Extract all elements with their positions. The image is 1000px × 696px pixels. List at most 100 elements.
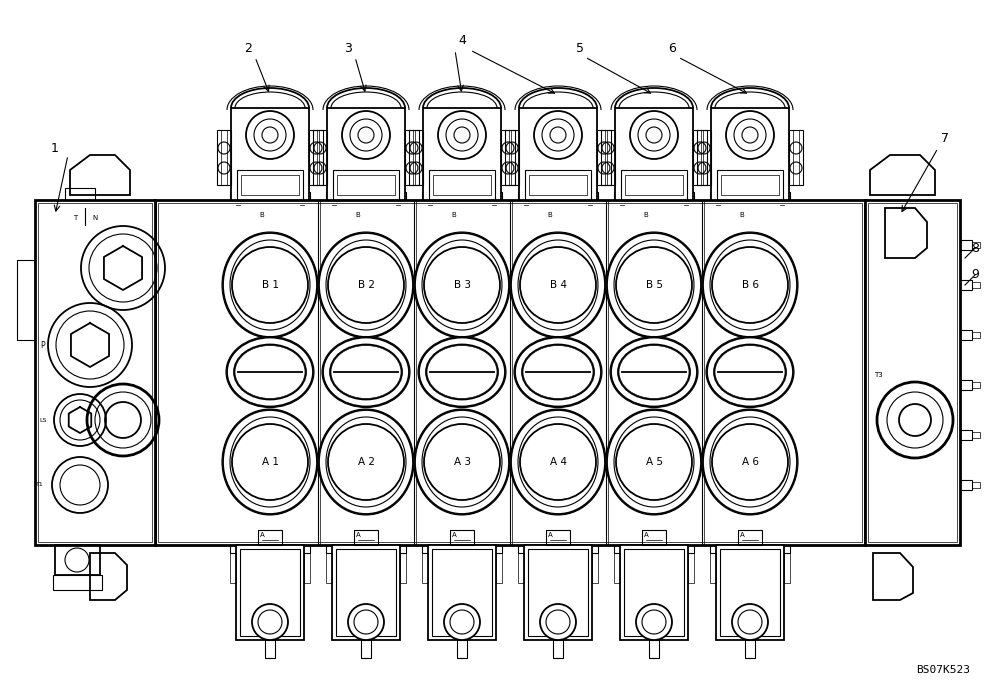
Circle shape [342, 111, 390, 159]
Ellipse shape [514, 336, 602, 407]
Bar [457, 640, 467, 658]
Bar [716, 545, 784, 640]
Bar [601, 130, 615, 185]
Bar [422, 192, 502, 200]
Circle shape [520, 247, 596, 323]
Bar [400, 553, 406, 583]
Text: 9: 9 [971, 269, 979, 281]
Circle shape [630, 111, 678, 159]
Text: 7: 7 [941, 132, 949, 145]
Text: B 2: B 2 [358, 280, 374, 290]
Bar [528, 549, 588, 636]
Bar [333, 170, 399, 200]
Bar [625, 175, 683, 195]
Bar [960, 240, 972, 250]
Bar [336, 549, 396, 636]
Circle shape [424, 424, 500, 500]
Ellipse shape [522, 345, 594, 400]
Ellipse shape [510, 409, 606, 515]
Ellipse shape [606, 409, 702, 515]
Circle shape [712, 247, 788, 323]
Bar [221, 130, 227, 185]
Text: 2: 2 [244, 42, 252, 54]
Bar [258, 530, 282, 545]
Bar [35, 200, 155, 545]
Bar [642, 530, 666, 545]
Bar [620, 545, 688, 640]
Bar [240, 549, 300, 636]
Bar [597, 130, 611, 185]
Bar [505, 130, 511, 185]
Bar [519, 108, 597, 200]
Text: A 2: A 2 [358, 457, 374, 467]
Ellipse shape [330, 345, 402, 400]
Text: A: A [260, 532, 264, 538]
Ellipse shape [714, 345, 786, 400]
Bar [649, 640, 659, 658]
Bar [960, 380, 972, 390]
Bar [601, 130, 607, 185]
Bar [592, 553, 598, 583]
Ellipse shape [418, 336, 506, 407]
Circle shape [424, 247, 500, 323]
Circle shape [616, 424, 692, 500]
Bar [972, 382, 980, 388]
Circle shape [726, 111, 774, 159]
Bar [53, 575, 102, 590]
Bar [313, 130, 319, 185]
Ellipse shape [702, 232, 798, 338]
Bar [433, 175, 491, 195]
Bar [428, 545, 496, 640]
Bar [450, 530, 474, 545]
Bar [793, 130, 799, 185]
Bar [701, 130, 707, 185]
Bar [496, 553, 502, 583]
Ellipse shape [322, 336, 410, 407]
Bar [784, 553, 790, 583]
Text: A 3: A 3 [454, 457, 471, 467]
Bar [972, 482, 980, 488]
Text: LS: LS [39, 418, 47, 422]
Bar [304, 553, 310, 583]
Circle shape [438, 111, 486, 159]
Text: B 5: B 5 [646, 280, 662, 290]
Bar [158, 203, 862, 542]
Text: B: B [644, 212, 648, 218]
Bar [337, 175, 395, 195]
Text: B 1: B 1 [262, 280, 278, 290]
Text: B: B [452, 212, 456, 218]
Bar [738, 530, 762, 545]
Circle shape [732, 604, 768, 640]
Text: B: B [260, 212, 264, 218]
Bar [405, 130, 419, 185]
Bar [501, 130, 515, 185]
Text: 4: 4 [458, 33, 466, 47]
Bar [697, 130, 703, 185]
Ellipse shape [414, 409, 510, 515]
Bar [326, 545, 406, 553]
Text: P: P [41, 340, 45, 349]
Bar [155, 200, 865, 545]
Ellipse shape [702, 409, 798, 515]
Bar [789, 130, 803, 185]
Bar [710, 553, 716, 583]
Circle shape [444, 604, 480, 640]
Bar [972, 432, 980, 438]
Ellipse shape [318, 232, 414, 338]
Bar [17, 260, 35, 340]
Bar [524, 545, 592, 640]
Text: A: A [644, 532, 648, 538]
Bar [710, 192, 790, 200]
Ellipse shape [606, 232, 702, 338]
Circle shape [616, 247, 692, 323]
Bar [509, 130, 515, 185]
Bar [615, 108, 693, 200]
Ellipse shape [610, 336, 698, 407]
Text: 3: 3 [344, 42, 352, 54]
Bar [327, 108, 405, 200]
Circle shape [712, 424, 788, 500]
Bar [720, 549, 780, 636]
Bar [332, 545, 400, 640]
Bar [525, 170, 591, 200]
Ellipse shape [318, 409, 414, 515]
